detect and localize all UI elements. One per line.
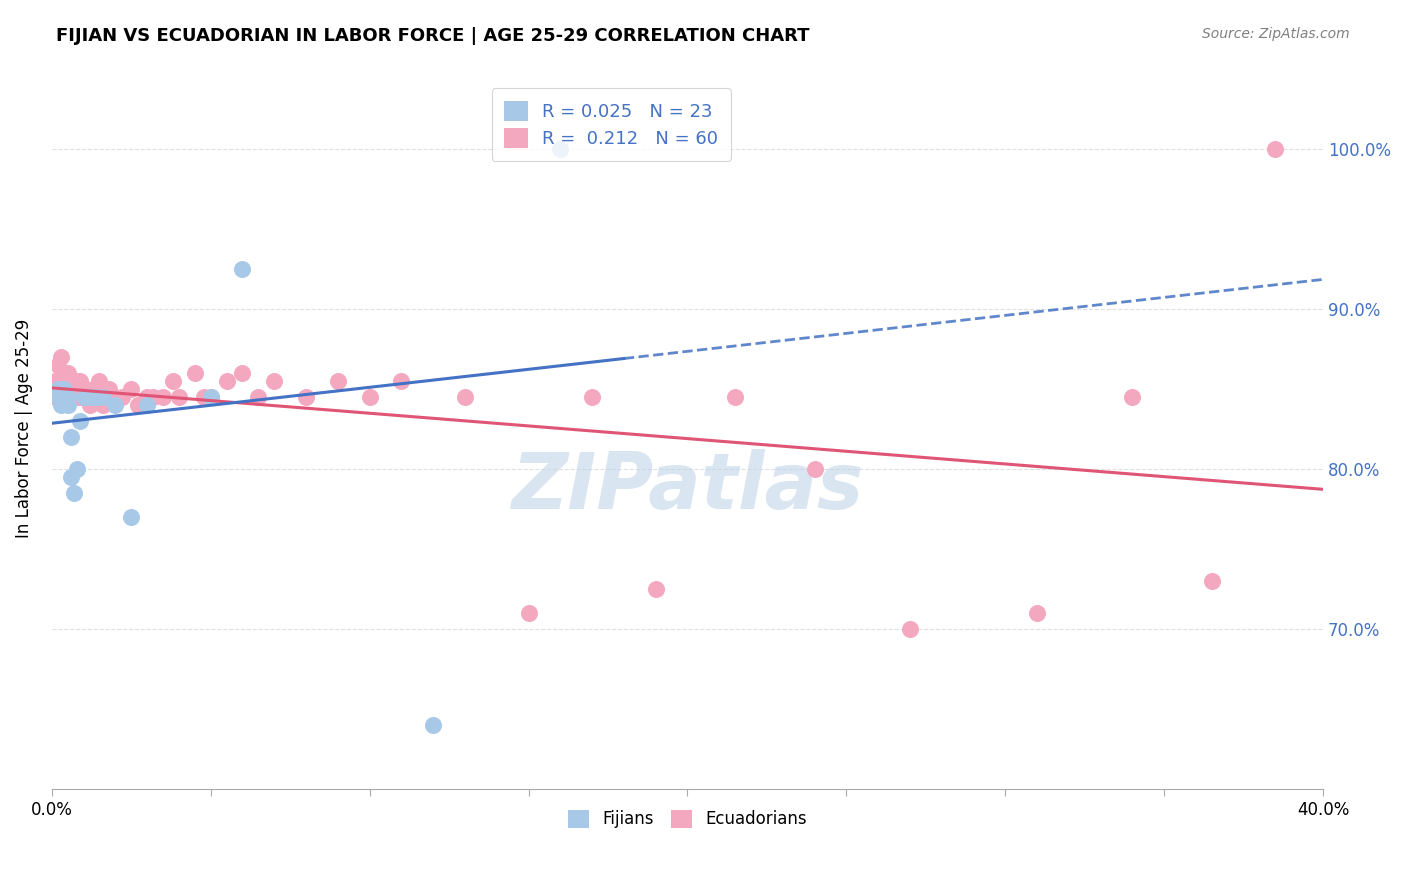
Point [359, 390, 381, 404]
Point [79, 390, 101, 404]
Point [454, 390, 477, 404]
Point [46, 382, 69, 396]
Point [53, 382, 76, 396]
Point [59, 430, 82, 444]
Point [79, 398, 101, 412]
Point [581, 390, 603, 404]
Point [84, 390, 107, 404]
Point [94, 390, 117, 404]
Point [1121, 390, 1143, 404]
Point [104, 398, 127, 412]
Point [162, 374, 184, 388]
Point [59, 470, 82, 484]
Point [63, 390, 86, 404]
Point [56, 382, 79, 396]
Y-axis label: In Labor Force | Age 25-29: In Labor Force | Age 25-29 [15, 319, 32, 539]
Point [326, 374, 349, 388]
Point [72, 382, 94, 396]
Point [51, 390, 73, 404]
Point [724, 390, 747, 404]
Point [44, 374, 66, 388]
Point [120, 382, 142, 396]
Text: Source: ZipAtlas.com: Source: ZipAtlas.com [1202, 27, 1350, 41]
Point [53, 366, 76, 380]
Text: FIJIAN VS ECUADORIAN IN LABOR FORCE | AGE 25-29 CORRELATION CHART: FIJIAN VS ECUADORIAN IN LABOR FORCE | AG… [56, 27, 810, 45]
Point [56, 366, 79, 380]
Point [389, 374, 412, 388]
Point [200, 390, 222, 404]
Point [76, 390, 98, 404]
Point [44, 390, 66, 404]
Point [51, 390, 73, 404]
Point [69, 374, 91, 388]
Point [136, 390, 159, 404]
Point [120, 510, 142, 524]
Text: ZIPatlas: ZIPatlas [512, 449, 863, 524]
Point [56, 398, 79, 412]
Point [550, 142, 572, 156]
Point [184, 366, 207, 380]
Point [51, 398, 73, 412]
Point [91, 390, 114, 404]
Point [1201, 574, 1223, 588]
Point [59, 374, 82, 388]
Point [247, 390, 270, 404]
Point [1026, 606, 1049, 620]
Point [66, 462, 89, 476]
Point [295, 390, 318, 404]
Point [200, 390, 222, 404]
Point [46, 390, 69, 404]
Point [69, 390, 91, 404]
Point [97, 382, 120, 396]
Point [89, 374, 111, 388]
Point [193, 390, 215, 404]
Point [51, 374, 73, 388]
Point [66, 374, 89, 388]
Point [53, 390, 76, 404]
Point [517, 606, 540, 620]
Point [231, 366, 253, 380]
Point [72, 390, 94, 404]
Point [263, 374, 285, 388]
Point [111, 390, 134, 404]
Point [803, 462, 825, 476]
Point [59, 390, 82, 404]
Point [51, 350, 73, 364]
Point [644, 582, 666, 596]
Point [56, 390, 79, 404]
Point [215, 374, 238, 388]
Point [63, 374, 86, 388]
Point [69, 414, 91, 428]
Point [898, 622, 921, 636]
Point [127, 398, 149, 412]
Point [91, 398, 114, 412]
Point [82, 382, 104, 396]
Point [101, 390, 124, 404]
Point [46, 358, 69, 372]
Point [66, 390, 89, 404]
Point [104, 390, 127, 404]
Point [63, 486, 86, 500]
Point [46, 390, 69, 404]
Point [84, 390, 107, 404]
Point [167, 390, 190, 404]
Point [142, 390, 165, 404]
Point [1264, 142, 1286, 156]
Point [136, 398, 159, 412]
Legend: Fijians, Ecuadorians: Fijians, Ecuadorians [561, 803, 814, 835]
Point [231, 261, 253, 276]
Point [152, 390, 174, 404]
Point [422, 718, 444, 732]
